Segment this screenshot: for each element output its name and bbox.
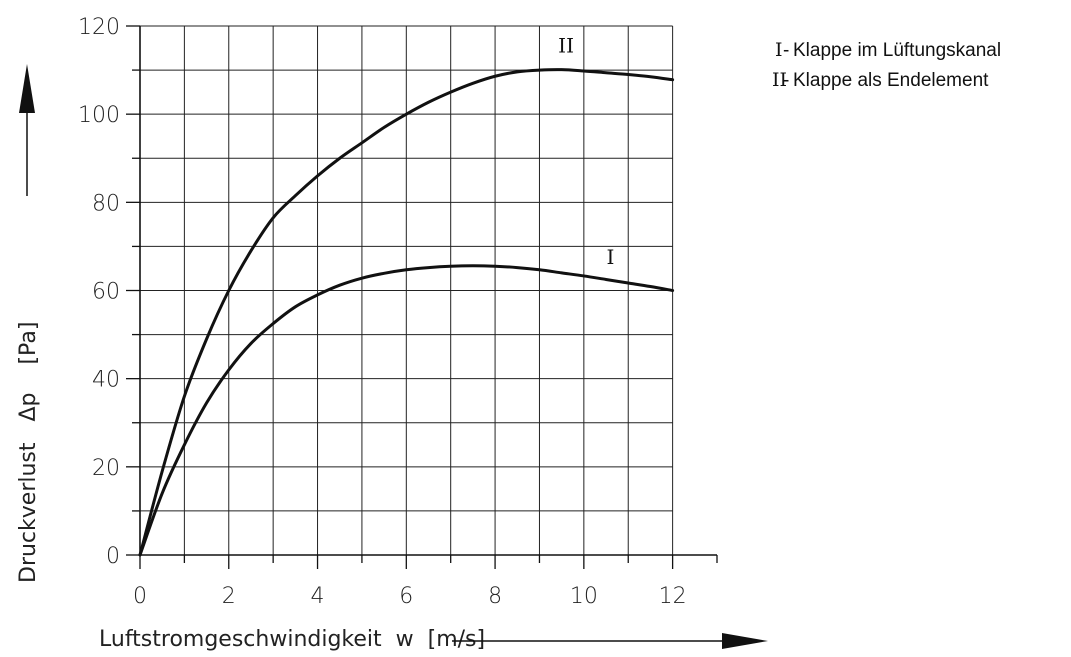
y-tick-label: 100: [78, 103, 120, 128]
series-line-II: [138, 68, 675, 557]
y-tick-label: 20: [92, 456, 120, 481]
legend-item-II: II - Klappe als Endelement: [772, 69, 989, 91]
legend-separator-II: -: [783, 70, 789, 91]
x-axis-arrow: [452, 633, 768, 649]
legend-separator-I: -: [783, 40, 789, 61]
legend-numeral-II: II: [772, 69, 787, 91]
y-tick-label: 40: [92, 368, 120, 393]
y-axis-title: Druckverlust Δp [Pa]: [16, 322, 41, 583]
x-tick-label: 0: [133, 584, 147, 609]
x-tick-label: 6: [399, 584, 413, 609]
grid: [140, 25, 674, 555]
y-tick-label: 60: [92, 280, 120, 305]
series-line-I: [138, 264, 675, 557]
y-axis-arrow: [19, 64, 35, 196]
y-tick-label: 80: [92, 191, 120, 216]
curve-label-II: II: [558, 33, 574, 57]
y-tick-label: 120: [78, 15, 120, 40]
axes: [139, 26, 717, 556]
y-tick-label: 0: [106, 544, 120, 569]
x-tick-label: 4: [311, 584, 325, 609]
x-tick-labels: 0 2 4 6 8 10 12: [133, 584, 687, 609]
x-tick-label: 10: [570, 584, 598, 609]
y-tick-labels: 0 20 40 60 80 100 120: [78, 15, 120, 569]
curve-label-I: I: [607, 245, 615, 269]
legend-label-II: Klappe als Endelement: [793, 70, 989, 91]
legend-numeral-I: I: [775, 39, 783, 61]
legend-item-I: I - Klappe im Lüftungskanal: [775, 39, 1001, 61]
x-tick-label: 2: [222, 584, 236, 609]
curve-labels: III: [558, 33, 614, 269]
legend-label-I: Klappe im Lüftungskanal: [793, 40, 1001, 61]
x-tick-label: 8: [488, 584, 502, 609]
legend: I - Klappe im Lüftungskanal II - Klappe …: [772, 39, 1001, 91]
x-tick-label: 12: [659, 584, 687, 609]
minor-ticks: [126, 25, 718, 569]
x-axis-title: Luftstromgeschwindigkeit w [m/s]: [99, 627, 485, 652]
series-lines: [138, 68, 675, 557]
